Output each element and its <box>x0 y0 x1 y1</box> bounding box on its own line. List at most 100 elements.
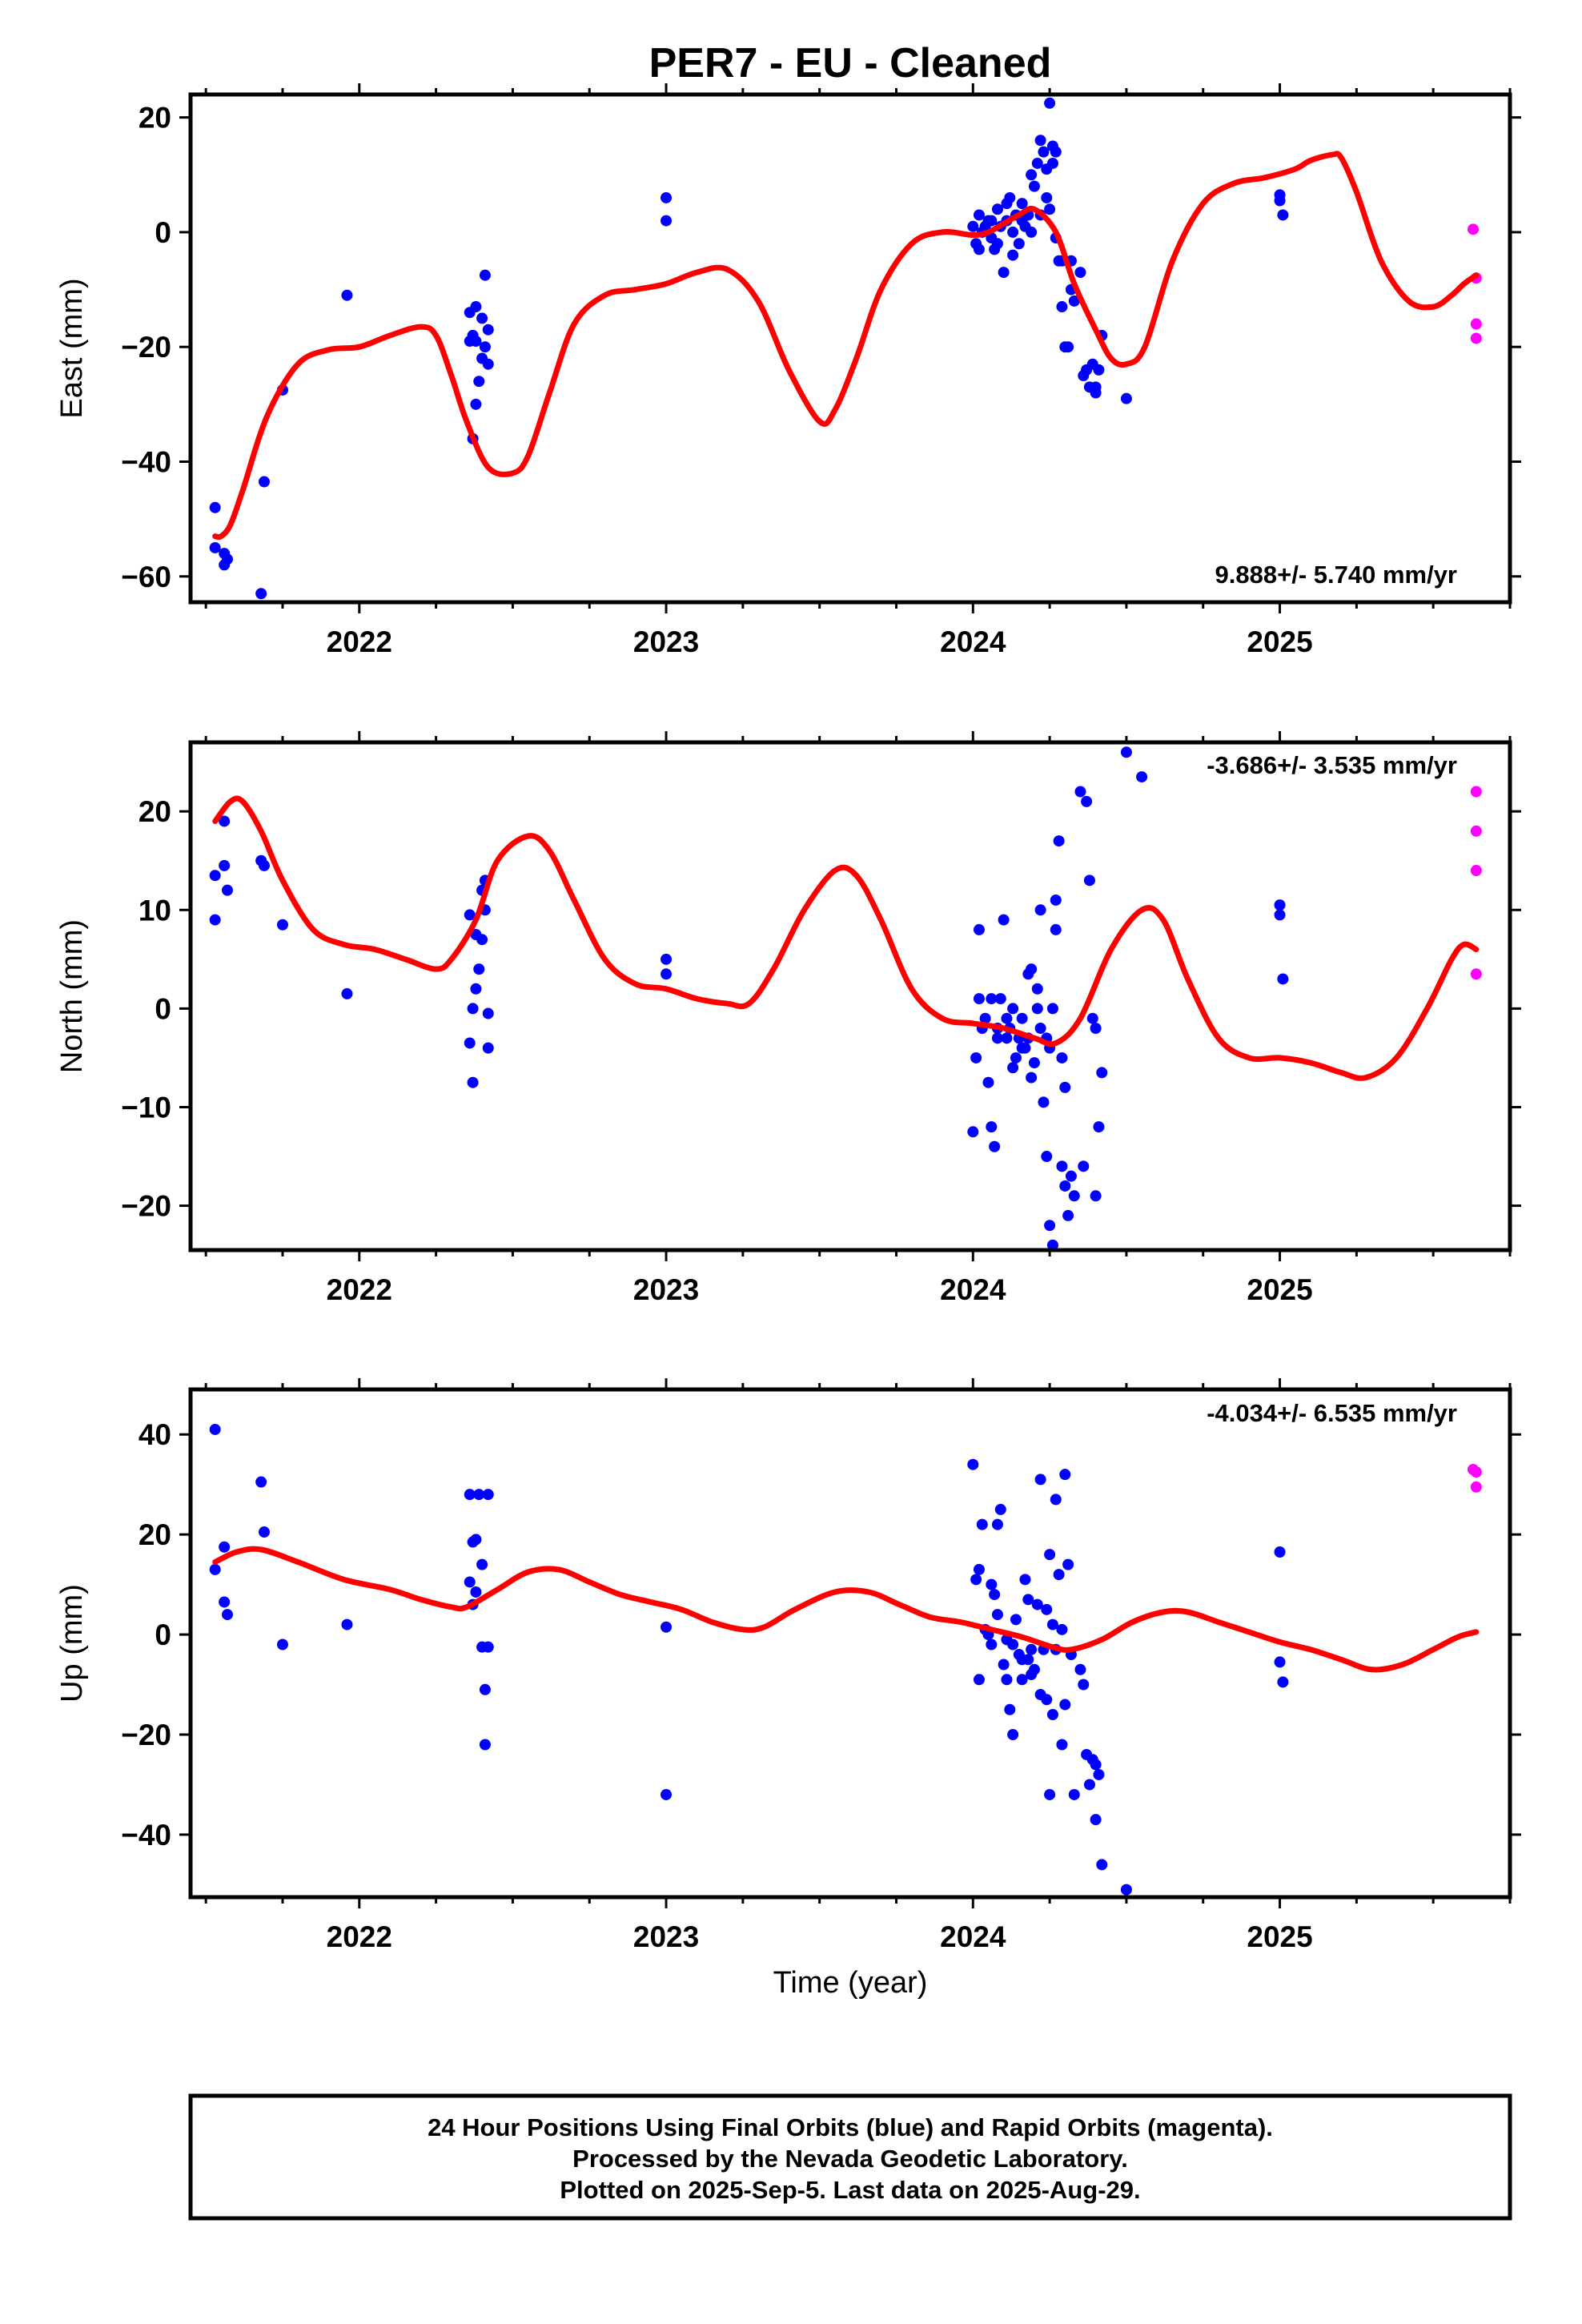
rapid-orbit-point <box>1470 332 1482 344</box>
final-orbit-point <box>482 1489 494 1501</box>
final-orbit-point <box>1056 1623 1068 1635</box>
final-orbit-point <box>209 1423 221 1435</box>
final-orbit-point <box>1062 341 1074 353</box>
final-orbit-point <box>479 1683 491 1695</box>
final-orbit-point <box>1096 1067 1108 1079</box>
final-orbit-point <box>1050 146 1062 158</box>
final-orbit-point <box>1120 746 1132 758</box>
y-tick-label: 20 <box>139 1518 171 1551</box>
final-orbit-point <box>258 476 270 488</box>
final-orbit-point <box>998 267 1010 279</box>
y-tick-label: 0 <box>155 1618 171 1651</box>
final-orbit-point <box>991 1032 1003 1044</box>
rapid-orbit-point <box>1470 786 1482 798</box>
final-orbit-point <box>1022 1654 1034 1666</box>
final-orbit-point <box>1004 1703 1016 1715</box>
model-fit-curve <box>212 795 1480 1081</box>
final-orbit-point <box>1041 1603 1053 1615</box>
final-orbit-point <box>1031 157 1043 169</box>
final-orbit-point <box>1083 1779 1095 1791</box>
final-orbit-point <box>991 238 1003 250</box>
final-orbit-point <box>1016 198 1028 210</box>
final-orbit-point <box>1068 1788 1080 1800</box>
final-orbit-point <box>1120 1884 1132 1896</box>
final-orbit-point <box>209 541 221 553</box>
final-orbit-point <box>973 243 985 255</box>
final-orbit-point <box>1274 1546 1286 1558</box>
final-orbit-point <box>473 376 485 388</box>
final-orbit-point <box>1274 1656 1286 1668</box>
final-orbit-point <box>1090 1814 1102 1826</box>
x-tick-label: 2025 <box>1247 1920 1312 1953</box>
final-orbit-point <box>209 870 221 882</box>
final-orbit-point <box>991 1609 1003 1621</box>
final-orbit-point <box>464 909 476 921</box>
final-orbit-point <box>1001 1012 1013 1024</box>
final-orbit-point <box>1026 1643 1038 1655</box>
final-orbit-point <box>473 963 485 975</box>
final-orbit-point <box>1044 1549 1056 1561</box>
final-orbit-point <box>1059 1699 1071 1711</box>
final-orbit-point <box>661 968 673 980</box>
y-tick-label: 20 <box>139 102 171 135</box>
final-orbit-point <box>1034 1474 1046 1486</box>
final-orbit-point <box>1074 786 1086 798</box>
final-orbit-point <box>1274 909 1286 921</box>
final-orbit-point <box>1136 771 1148 783</box>
final-orbit-point <box>973 1563 985 1575</box>
final-orbit-point <box>470 1534 482 1546</box>
final-orbit-point <box>1046 1709 1058 1721</box>
final-orbit-point <box>998 1659 1010 1671</box>
final-orbit-point <box>1090 1190 1102 1202</box>
y-tick-label: 0 <box>155 992 171 1025</box>
velocity-rate-label: -3.686+/- 3.535 mm/yr <box>1207 751 1457 779</box>
final-orbit-point <box>1007 1062 1019 1074</box>
final-orbit-point <box>276 1638 288 1651</box>
final-orbit-point <box>1277 973 1289 985</box>
footer-line-2: Processed by the Nevada Geodetic Laborat… <box>572 2145 1128 2173</box>
final-orbit-point <box>1038 1096 1050 1108</box>
x-tick-label: 2022 <box>327 1920 392 1953</box>
final-orbit-point <box>1044 1220 1056 1232</box>
final-orbit-point <box>255 588 267 600</box>
final-orbit-point <box>221 1609 233 1621</box>
final-orbit-point <box>470 301 482 313</box>
final-orbit-point <box>1016 1042 1028 1054</box>
final-orbit-point <box>479 1739 491 1751</box>
final-orbit-point <box>219 859 231 871</box>
x-tick-label: 2023 <box>633 1273 699 1306</box>
final-orbit-point <box>1068 1190 1080 1202</box>
final-orbit-point <box>1031 1003 1043 1015</box>
final-orbit-point <box>1056 1160 1068 1172</box>
final-orbit-point <box>1031 983 1043 995</box>
final-orbit-point <box>998 914 1010 926</box>
final-orbit-point <box>1090 1023 1102 1035</box>
final-orbit-point <box>991 1518 1003 1530</box>
final-orbit-point <box>1028 180 1040 192</box>
final-orbit-point <box>1090 381 1102 393</box>
final-orbit-point <box>973 993 985 1005</box>
final-orbit-point <box>1078 370 1090 382</box>
final-orbit-point <box>1031 1598 1043 1610</box>
final-orbit-point <box>979 1012 991 1024</box>
x-tick-label: 2025 <box>1247 1273 1312 1306</box>
final-orbit-point <box>989 1589 1001 1601</box>
final-orbit-point <box>1028 1057 1040 1069</box>
x-tick-label: 2023 <box>633 625 699 658</box>
final-orbit-point <box>1001 198 1013 210</box>
x-tick-label: 2025 <box>1247 625 1312 658</box>
final-orbit-point <box>1059 1180 1071 1192</box>
final-orbit-point <box>967 1126 979 1138</box>
final-orbit-point <box>1010 1614 1022 1626</box>
final-orbit-point <box>464 336 476 348</box>
final-orbit-point <box>1081 795 1093 807</box>
final-orbit-point <box>1056 1051 1068 1063</box>
final-orbit-point <box>482 324 494 336</box>
final-orbit-point <box>1044 1788 1056 1800</box>
final-orbit-point <box>1068 295 1080 307</box>
final-orbit-point <box>1026 1072 1038 1084</box>
final-orbit-point <box>661 191 673 203</box>
final-orbit-point <box>1013 238 1025 250</box>
final-orbit-point <box>341 1618 353 1630</box>
